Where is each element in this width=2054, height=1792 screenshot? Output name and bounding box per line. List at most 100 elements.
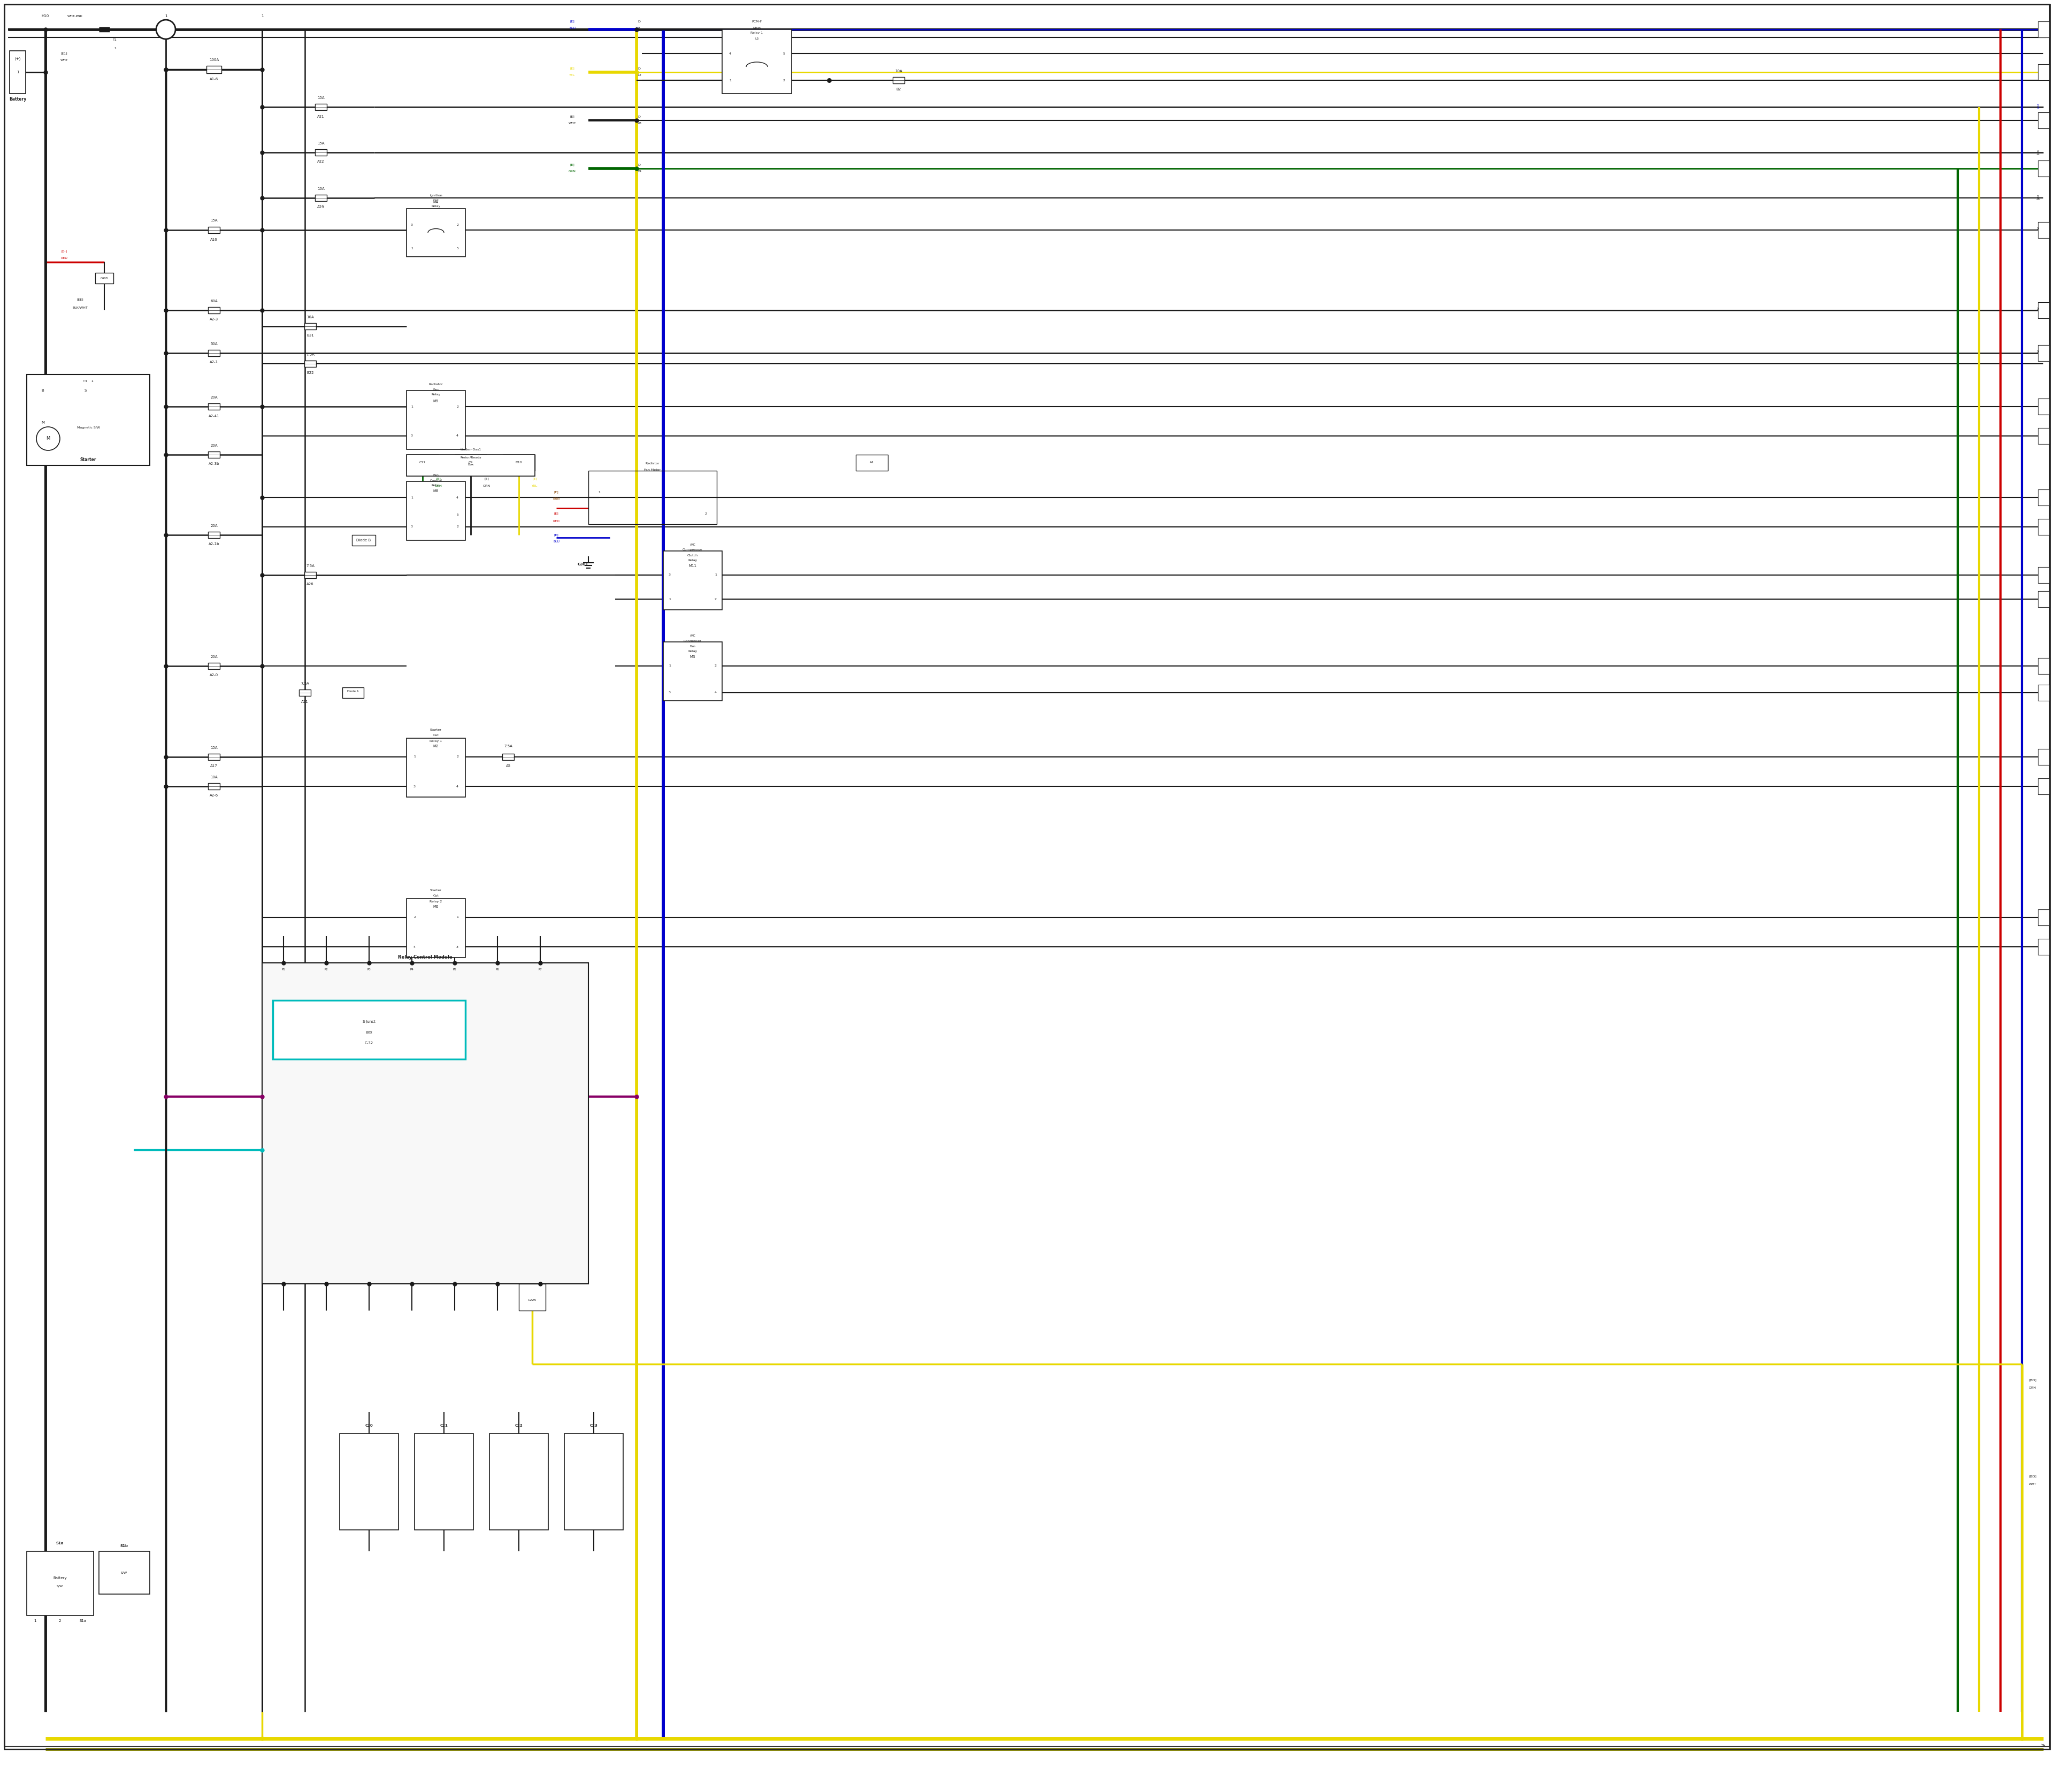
Text: 2: 2 xyxy=(456,405,458,409)
Text: [EE]: [EE] xyxy=(76,297,84,301)
Text: H10: H10 xyxy=(41,14,49,18)
Bar xyxy=(99,1552,150,1595)
Text: S1a: S1a xyxy=(80,1620,86,1622)
Bar xyxy=(407,455,440,471)
Text: [BD]: [BD] xyxy=(2029,1378,2036,1382)
Text: WHT: WHT xyxy=(569,122,577,124)
Bar xyxy=(300,690,310,695)
Text: 7.5A: 7.5A xyxy=(306,353,314,357)
Bar xyxy=(407,455,534,477)
Text: A2-1b: A2-1b xyxy=(207,543,220,545)
Text: A/C: A/C xyxy=(690,543,696,547)
Text: Radiator: Radiator xyxy=(429,383,444,385)
Text: 20A: 20A xyxy=(210,444,218,448)
Text: RED: RED xyxy=(62,256,68,260)
Text: D
12: D 12 xyxy=(2036,149,2040,156)
Text: 15A: 15A xyxy=(316,142,325,145)
Bar xyxy=(407,391,466,450)
Text: [E]: [E] xyxy=(571,163,575,167)
Bar xyxy=(489,1434,548,1530)
Bar xyxy=(351,536,376,545)
Text: B: B xyxy=(41,389,43,392)
Text: 10A: 10A xyxy=(896,70,902,73)
Text: 2: 2 xyxy=(705,513,707,514)
Text: L5: L5 xyxy=(756,38,758,39)
Bar xyxy=(2038,489,2050,505)
Text: A2-3b: A2-3b xyxy=(207,462,220,466)
Text: Control: Control xyxy=(429,478,442,482)
Text: 1: 1 xyxy=(113,47,115,50)
Text: Relay 1: Relay 1 xyxy=(429,740,442,742)
Text: C225: C225 xyxy=(528,1299,536,1301)
Text: Condenser: Condenser xyxy=(684,640,702,642)
Text: 4: 4 xyxy=(729,52,731,56)
Bar xyxy=(273,1000,466,1059)
Bar xyxy=(207,532,220,538)
Text: 1: 1 xyxy=(456,916,458,919)
Text: Starter: Starter xyxy=(80,457,97,462)
Text: S: S xyxy=(84,389,86,392)
Text: P1: P1 xyxy=(281,968,286,971)
Text: BLU: BLU xyxy=(553,539,559,543)
Text: 3: 3 xyxy=(670,573,672,577)
Text: 2: 2 xyxy=(783,79,785,82)
Text: WHT-PNK: WHT-PNK xyxy=(68,14,82,18)
Text: A21: A21 xyxy=(316,115,325,118)
Text: 1: 1 xyxy=(164,14,166,18)
Text: [BD]: [BD] xyxy=(2029,1475,2036,1478)
Text: Relay 1: Relay 1 xyxy=(750,32,764,34)
Text: C9: C9 xyxy=(468,461,472,464)
Bar xyxy=(304,572,316,579)
Text: C22: C22 xyxy=(516,1425,524,1426)
Text: Fan: Fan xyxy=(433,389,440,391)
Bar xyxy=(2038,222,2050,238)
Bar xyxy=(314,104,327,109)
Text: A29: A29 xyxy=(316,206,325,208)
Text: 10A: 10A xyxy=(210,776,218,780)
Text: [E]: [E] xyxy=(555,534,559,536)
Text: RED: RED xyxy=(553,520,561,523)
Text: A1-6: A1-6 xyxy=(210,77,218,81)
Text: Cut: Cut xyxy=(433,735,440,737)
Circle shape xyxy=(37,426,60,450)
Bar xyxy=(2038,346,2050,360)
Text: D
28: D 28 xyxy=(2036,195,2040,201)
Text: D: D xyxy=(639,115,641,118)
Text: Box: Box xyxy=(468,462,474,466)
Text: P5: P5 xyxy=(452,968,456,971)
Text: 2: 2 xyxy=(413,916,415,919)
Bar xyxy=(723,29,791,93)
Text: [E]: [E] xyxy=(571,20,575,23)
Text: WHT: WHT xyxy=(2029,1484,2038,1486)
Text: M3: M3 xyxy=(690,656,696,658)
Text: B22: B22 xyxy=(306,371,314,375)
Text: P3: P3 xyxy=(368,968,372,971)
Bar xyxy=(520,1283,546,1310)
Text: D: D xyxy=(639,163,641,167)
Text: 50A: 50A xyxy=(210,342,218,346)
Text: Relay: Relay xyxy=(431,484,440,487)
Text: 3: 3 xyxy=(411,435,413,437)
Text: T4    1: T4 1 xyxy=(82,380,94,382)
Text: A11: A11 xyxy=(302,701,308,704)
Bar xyxy=(2038,939,2050,955)
Text: C408: C408 xyxy=(101,276,109,280)
Text: 15A: 15A xyxy=(210,745,218,749)
Text: 2: 2 xyxy=(456,756,458,758)
Text: YEL: YEL xyxy=(569,73,575,77)
Text: S1b: S1b xyxy=(119,1545,127,1548)
Text: 4: 4 xyxy=(456,785,458,788)
Bar xyxy=(503,455,534,471)
Text: 4: 4 xyxy=(413,946,415,948)
Text: Relay: Relay xyxy=(431,394,440,396)
Text: Cut: Cut xyxy=(433,199,440,202)
Text: 4: 4 xyxy=(456,496,458,498)
Text: A2-6: A2-6 xyxy=(210,794,218,797)
Text: C23: C23 xyxy=(589,1425,598,1426)
Text: [E-]: [E-] xyxy=(62,251,68,253)
Circle shape xyxy=(156,20,175,39)
Text: 20A: 20A xyxy=(210,656,218,658)
Text: 15A: 15A xyxy=(316,97,325,100)
Text: 7.5A: 7.5A xyxy=(503,745,511,747)
Bar xyxy=(663,550,723,609)
